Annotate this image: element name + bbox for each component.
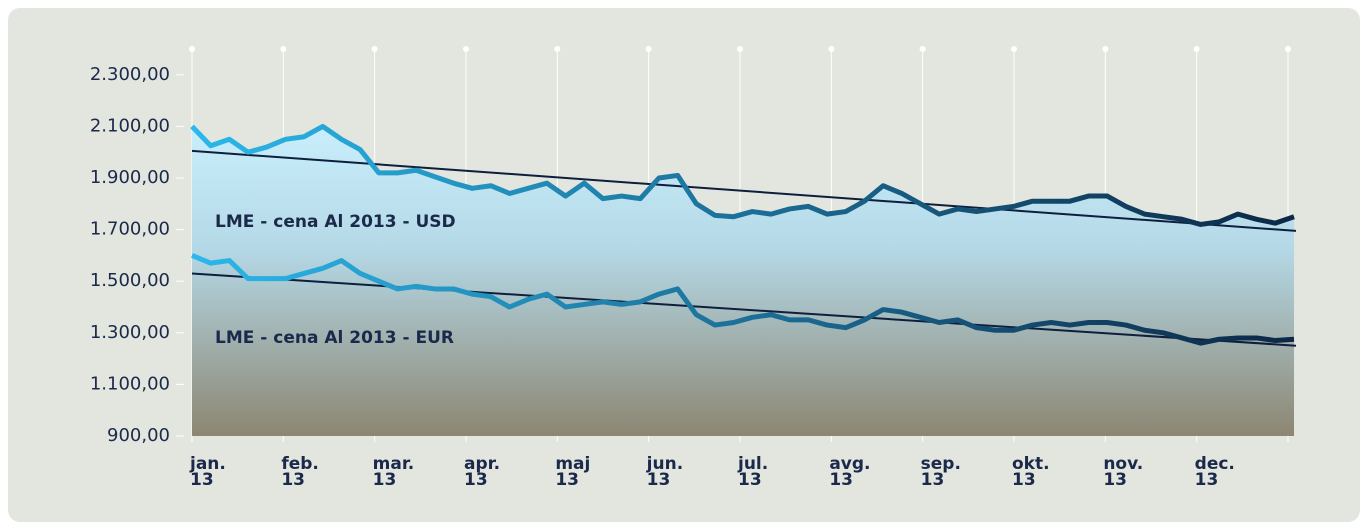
y-tick-label: 1.900,00 bbox=[90, 167, 170, 188]
x-tick-label: maj 13 bbox=[555, 454, 591, 490]
series-label: LME - cena Al 2013 - EUR bbox=[215, 328, 454, 348]
x-tick-label: mar. 13 bbox=[372, 454, 415, 490]
x-tick-label: jun. 13 bbox=[646, 454, 684, 490]
month-dot bbox=[280, 46, 287, 52]
month-dot bbox=[737, 46, 743, 52]
x-tick-label: nov. 13 bbox=[1103, 454, 1144, 490]
y-tick-label: 1.500,00 bbox=[90, 270, 170, 291]
month-dot bbox=[463, 46, 469, 52]
y-tick-label: 900,00 bbox=[107, 425, 170, 446]
month-dot bbox=[645, 46, 652, 52]
y-tick-label: 2.300,00 bbox=[90, 64, 170, 85]
trendline bbox=[191, 272, 1297, 347]
x-tick-label: dec. 13 bbox=[1194, 454, 1235, 490]
trendline bbox=[191, 149, 1297, 232]
month-dot bbox=[1011, 46, 1017, 52]
x-tick-label: sep. 13 bbox=[920, 454, 961, 490]
line bbox=[191, 253, 1295, 346]
month-dot bbox=[919, 46, 926, 52]
month-dot bbox=[1285, 46, 1291, 52]
month-dot bbox=[554, 46, 561, 52]
y-tick-label: 1.700,00 bbox=[90, 219, 170, 240]
y-tick-label: 1.100,00 bbox=[90, 373, 170, 394]
month-dot bbox=[1102, 46, 1109, 52]
month-dot bbox=[371, 46, 378, 52]
line bbox=[190, 123, 1295, 227]
y-tick-label: 2.100,00 bbox=[90, 115, 170, 136]
month-dot bbox=[1193, 46, 1200, 52]
y-tick-label: 1.300,00 bbox=[90, 322, 170, 343]
x-tick-label: jan. 13 bbox=[190, 454, 226, 490]
month-dot bbox=[189, 46, 195, 52]
x-tick-label: feb. 13 bbox=[281, 454, 319, 490]
series-label: LME - cena Al 2013 - USD bbox=[215, 212, 456, 232]
area bbox=[192, 126, 1294, 437]
x-tick-label: avg. 13 bbox=[829, 454, 871, 490]
x-tick-label: okt. 13 bbox=[1012, 454, 1050, 490]
x-tick-label: jul. 13 bbox=[738, 454, 769, 490]
month-dot bbox=[828, 46, 835, 52]
x-tick-label: apr. 13 bbox=[464, 454, 501, 490]
